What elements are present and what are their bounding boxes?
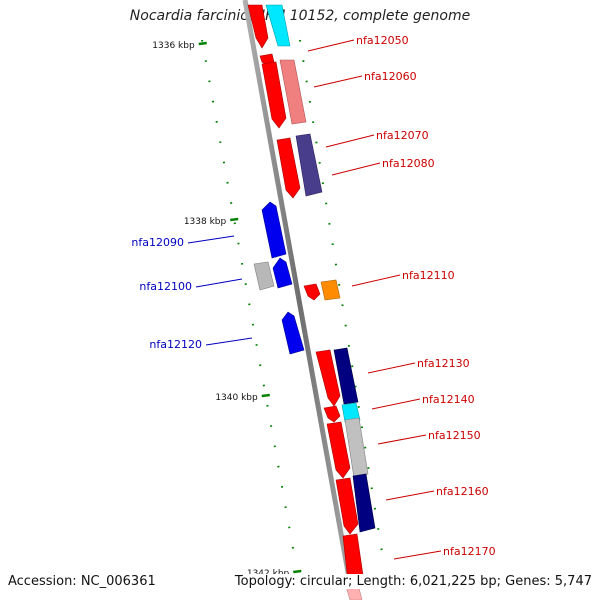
- gene-leader-line: [371, 398, 421, 410]
- axis-tick-mark: [230, 217, 239, 222]
- gene-arrow[interactable]: [265, 4, 291, 47]
- gene-leader-line: [393, 550, 442, 560]
- gene-leader-line: [331, 162, 381, 176]
- gene-leader-line: [313, 75, 363, 88]
- axis-tick-mark: [261, 393, 270, 398]
- gene-leader-line: [307, 39, 355, 52]
- gene-label-nfa12150[interactable]: nfa12150: [428, 429, 481, 442]
- gene-label-nfa12100[interactable]: nfa12100: [139, 280, 192, 293]
- gene-arrow[interactable]: [272, 257, 293, 289]
- axis-tick-mark: [198, 41, 207, 46]
- gene-leader-line: [325, 134, 375, 148]
- gene-leader-line: [377, 434, 427, 445]
- gene-leader-line: [367, 362, 416, 374]
- gene-label-nfa12120[interactable]: nfa12120: [149, 338, 202, 351]
- gene-arrow[interactable]: [315, 349, 341, 407]
- gene-arrow[interactable]: [326, 421, 351, 479]
- accession-text: Accession: NC_006361: [8, 574, 156, 589]
- gene-label-nfa12060[interactable]: nfa12060: [364, 70, 417, 83]
- gene-arrow[interactable]: [261, 61, 287, 129]
- gene-arrow[interactable]: [261, 201, 287, 259]
- axis-tick-label: 1340 kbp: [215, 393, 258, 403]
- gene-arrow[interactable]: [276, 137, 301, 199]
- axis-tick-mark: [293, 569, 302, 574]
- gene-label-nfa12050[interactable]: nfa12050: [356, 34, 409, 47]
- gene-arrow[interactable]: [281, 311, 305, 355]
- gene-label-nfa12170[interactable]: nfa12170: [443, 545, 496, 558]
- genome-backbone: [242, 0, 356, 600]
- gene-arrow[interactable]: [253, 261, 275, 291]
- gene-arrow[interactable]: [279, 59, 307, 125]
- gene-leader-line: [187, 235, 235, 244]
- axis-tick-label: 1338 kbp: [184, 217, 227, 227]
- gene-arrow[interactable]: [247, 4, 269, 49]
- gene-arrow[interactable]: [303, 283, 321, 301]
- gene-features: [247, 4, 376, 600]
- gene-arrow[interactable]: [295, 133, 323, 197]
- gene-leader-line: [385, 490, 435, 501]
- gene-leader-line: [195, 278, 243, 288]
- gene-leader-line: [351, 274, 401, 287]
- gene-arrow[interactable]: [323, 405, 341, 423]
- axis-tick-label: 1336 kbp: [152, 41, 195, 51]
- gene-label-nfa12140[interactable]: nfa12140: [422, 393, 475, 406]
- gene-label-nfa12130[interactable]: nfa12130: [417, 357, 470, 370]
- gene-label-nfa12080[interactable]: nfa12080: [382, 157, 435, 170]
- gene-label-nfa12110[interactable]: nfa12110: [402, 269, 455, 282]
- map-title: Nocardia farcinica IFM 10152, complete g…: [129, 8, 471, 24]
- gene-arrow[interactable]: [335, 477, 359, 535]
- gene-arrow[interactable]: [341, 402, 361, 423]
- gene-labels: nfa12050 nfa12060 nfa12070 nfa12080 nfa12090…: [131, 34, 496, 560]
- gene-arrow[interactable]: [320, 279, 341, 301]
- genome-summary-text: Topology: circular; Length: 6,021,225 bp…: [234, 574, 592, 589]
- gene-label-nfa12160[interactable]: nfa12160: [436, 485, 489, 498]
- gene-label-nfa12070[interactable]: nfa12070: [376, 129, 429, 142]
- gene-arrow[interactable]: [333, 347, 359, 405]
- gene-arrow[interactable]: [344, 417, 369, 479]
- gene-label-nfa12090[interactable]: nfa12090: [131, 236, 184, 249]
- gene-leader-line: [205, 337, 253, 346]
- gene-arrow[interactable]: [352, 473, 376, 533]
